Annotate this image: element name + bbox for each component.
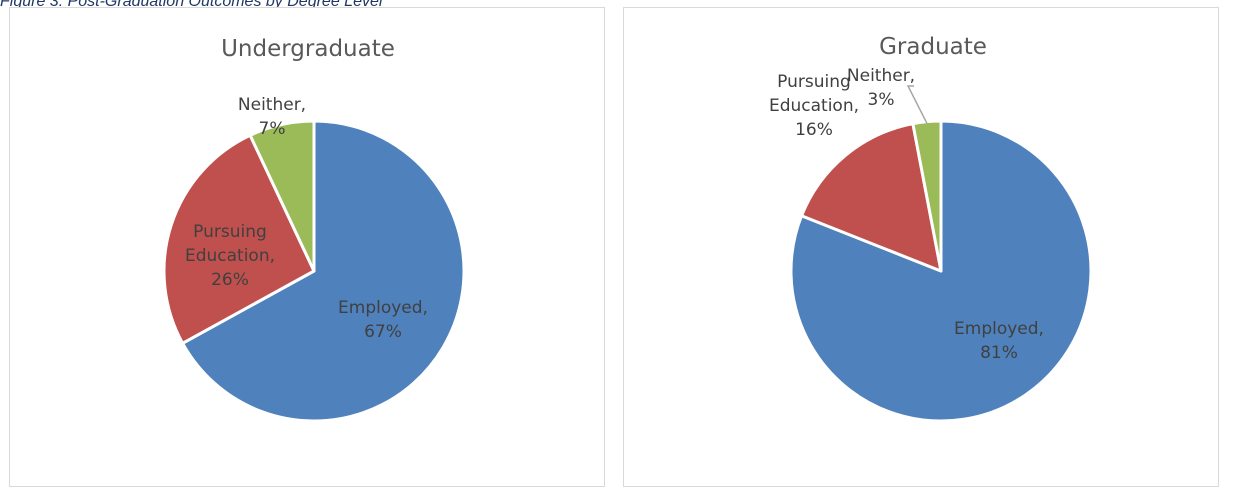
pie-slice-neither <box>248 119 316 273</box>
leader-line <box>906 85 928 125</box>
data-label-employed: Employed, 81% <box>954 319 1044 363</box>
figure-caption: Figure 3. Post-Graduation Outcomes by De… <box>0 0 383 10</box>
data-label-pursuing-education: Pursuing Education, 26% <box>185 222 275 290</box>
data-label-neither: Neither, 3% <box>847 66 915 110</box>
pie-chart-undergraduate: Undergraduate Employed, 67% Pursuing Educati… <box>9 7 605 487</box>
data-label-employed: Employed, 67% <box>338 298 428 342</box>
chart-title: Undergraduate <box>221 36 395 62</box>
pie-chart-svg: Graduate Employed, 81% Pursuing Education, 16… <box>769 34 1093 423</box>
pie-chart-graduate: Graduate Employed, 81% Pursuing Education, 16… <box>623 7 1219 487</box>
chart-title: Graduate <box>879 34 987 60</box>
data-label-pursuing-education: Pursuing Education, 16% <box>769 72 859 140</box>
pie-slice-pursuing-education <box>800 122 943 273</box>
data-label-neither: Neither, 7% <box>238 95 306 139</box>
pie-chart-svg: Undergraduate Employed, 67% Pursuing Educati… <box>162 36 466 423</box>
pie-slice-employed <box>181 119 466 423</box>
pie-slice-pursuing-education <box>162 133 316 345</box>
